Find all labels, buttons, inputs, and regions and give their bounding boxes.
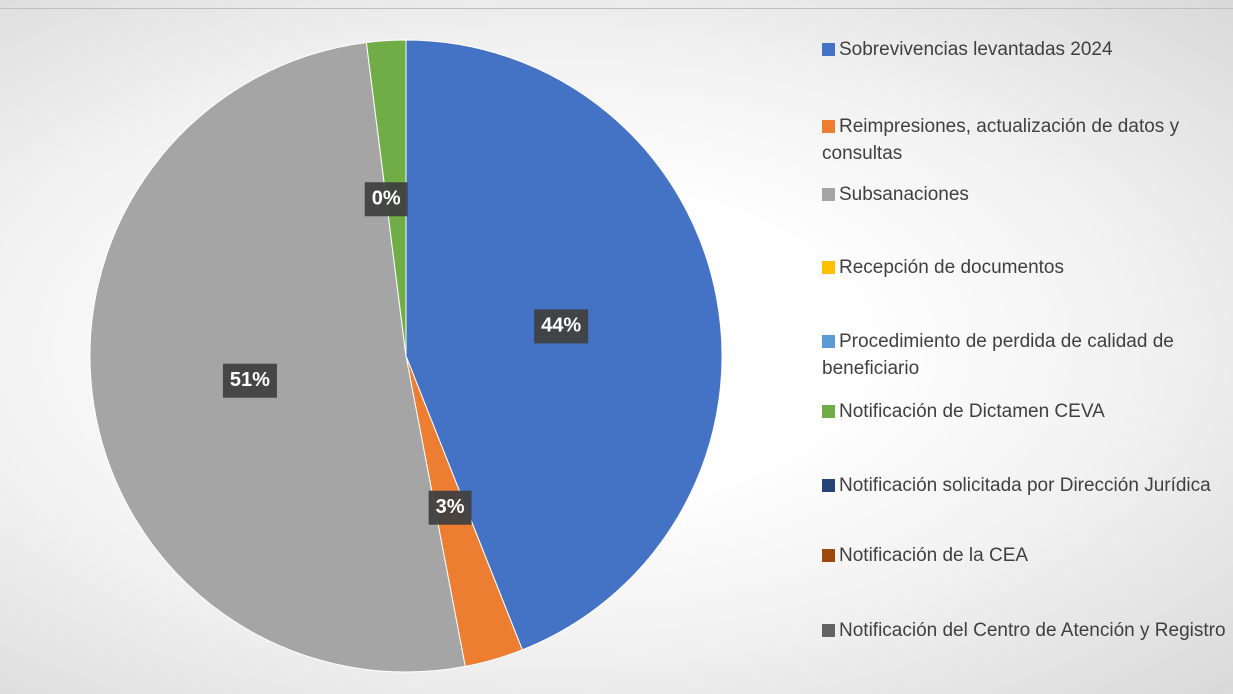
legend-label: Procedimiento de perdida de calidad de b… [822,331,1174,379]
legend-swatch [822,549,835,562]
legend-label: Subsanaciones [839,184,969,205]
legend-swatch [822,43,835,56]
legend-label: Recepción de documentos [839,257,1064,278]
data-label-box [428,490,472,525]
legend-swatch [822,335,835,348]
legend-swatch [822,261,835,274]
data-label-text: 0% [372,188,401,210]
legend-item: Subsanaciones [822,181,1227,208]
legend-item: Procedimiento de perdida de calidad de b… [822,328,1227,382]
legend-swatch [822,405,835,418]
data-label-box [222,363,277,398]
legend-item: Recepción de documentos [822,254,1227,281]
legend-swatch [822,120,835,133]
legend-label: Notificación de Dictamen CEVA [839,401,1105,422]
data-label-text: 51% [230,369,270,391]
data-label: 3% [428,490,472,525]
data-label: 0% [364,182,408,217]
legend-item: Notificación de Dictamen CEVA [822,398,1227,425]
legend-label: Notificación del Centro de Atención y Re… [839,620,1226,641]
data-label-text: 44% [541,315,581,337]
legend-label: Notificación solicitada por Dirección Ju… [839,475,1211,496]
legend-item: Notificación del Centro de Atención y Re… [822,617,1227,644]
data-label: 51% [222,363,277,398]
legend-item: Sobrevivencias levantadas 2024 [822,36,1227,63]
data-label: 44% [534,309,589,344]
legend-label: Notificación de la CEA [839,545,1029,566]
legend-label: Sobrevivencias levantadas 2024 [839,39,1113,60]
data-label-text: 3% [436,496,465,518]
pie-slice [405,39,723,651]
border [0,8,1233,9]
legend-item: Reimpresiones, actualización de datos y … [822,113,1227,167]
legend-label: Reimpresiones, actualización de datos y … [822,116,1180,164]
legend-swatch [822,188,835,201]
data-label-box [534,309,589,344]
legend-swatch [822,624,835,637]
legend-item: Notificación solicitada por Dirección Ju… [822,472,1227,499]
legend-item: Notificación de la CEA [822,542,1227,569]
legend-swatch [822,479,835,492]
data-label-box [364,182,408,217]
